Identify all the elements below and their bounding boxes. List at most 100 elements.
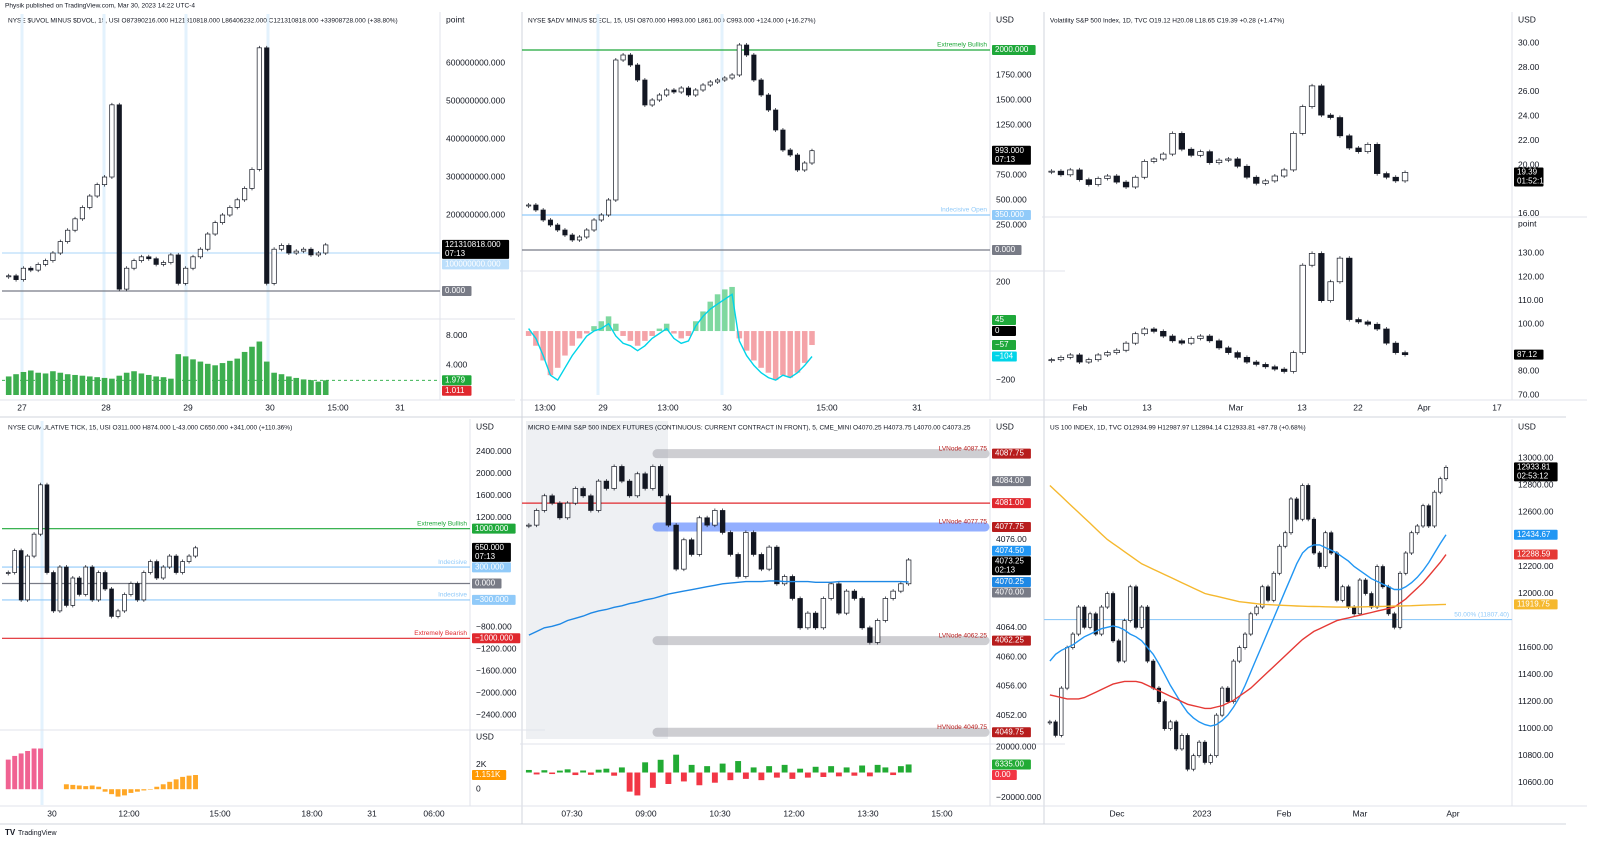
y-tick-label: 100.00 [1518, 319, 1544, 329]
x-tick-label: 07:30 [561, 808, 583, 818]
candle [308, 248, 314, 256]
candle [1215, 159, 1223, 163]
candle [148, 561, 153, 573]
candle [1336, 117, 1344, 137]
candle [1262, 364, 1269, 368]
candle [301, 248, 307, 252]
candle [1122, 342, 1130, 351]
candle [1253, 176, 1260, 184]
candle [1156, 687, 1162, 702]
histogram-bar [685, 331, 692, 336]
candle [1057, 170, 1065, 176]
candle [79, 207, 85, 220]
candle [1346, 135, 1353, 149]
candle [606, 199, 612, 216]
candle [323, 244, 329, 254]
price-tag-label: 4049.75 [995, 727, 1024, 736]
histogram-bar [700, 311, 706, 332]
candle [180, 561, 185, 573]
candle [1262, 180, 1269, 184]
candle [743, 532, 749, 577]
candle [212, 222, 218, 235]
indicator-line [1049, 484, 1447, 608]
candle [712, 510, 718, 526]
y-tick-label: −200 [996, 374, 1015, 384]
histogram-bar [859, 765, 866, 773]
histogram-bar [212, 365, 218, 395]
x-tick-label: 13 [1297, 402, 1307, 412]
candle [12, 550, 17, 573]
candle [1290, 133, 1297, 171]
candle [1336, 257, 1344, 283]
indicator-line [528, 293, 813, 382]
price-tag-label: 4084.00 [995, 476, 1024, 485]
y-tick-label: 8.000 [446, 330, 468, 340]
axis-unit: point [446, 14, 465, 24]
candle [1085, 179, 1092, 185]
candle [1355, 319, 1362, 323]
histogram-bar [102, 789, 108, 792]
histogram-bar [809, 331, 815, 346]
y-tick-label: 4052.00 [996, 710, 1027, 720]
candle [51, 572, 56, 612]
histogram-bar [576, 331, 583, 339]
candle [87, 195, 93, 208]
y-tick-label: 4060.00 [996, 651, 1027, 661]
price-tag [472, 562, 511, 573]
candle [620, 54, 626, 61]
candle [758, 79, 764, 96]
brand-logo: TV [5, 828, 16, 837]
candle [611, 466, 617, 489]
histogram-bar [765, 331, 772, 373]
chart-panel: MICRO E-MINI S&P 500 INDEX FUTURES (CONT… [520, 419, 1065, 818]
histogram-bar [256, 341, 263, 395]
histogram-bar [772, 331, 779, 381]
candle [867, 627, 873, 643]
x-tick-label: 2023 [1193, 808, 1212, 818]
x-tick-label: 10:30 [709, 808, 731, 818]
level-note: Indecisive [438, 592, 467, 599]
axis-unit: point [1518, 218, 1537, 228]
candle [13, 275, 19, 280]
candle [1288, 498, 1294, 534]
candle [1271, 572, 1276, 601]
axis-unit: USD [1518, 421, 1536, 431]
candle [1139, 606, 1144, 628]
candle [1197, 151, 1204, 156]
candle [765, 94, 771, 111]
publish-note: Physik published on TradingView.com, Mar… [5, 3, 195, 10]
candle [1162, 701, 1167, 730]
candle [649, 99, 655, 106]
candle [729, 74, 735, 79]
y-tick-label: 4.000 [446, 360, 468, 370]
candle [1375, 566, 1380, 608]
x-tick-label: 31 [912, 402, 922, 412]
histogram-bar [193, 775, 198, 790]
price-tag-label: 4070.25 [995, 577, 1024, 586]
candle [1206, 151, 1213, 163]
candle [1160, 153, 1167, 160]
y-tick-label: 4076.00 [996, 534, 1027, 544]
candle [1059, 687, 1064, 736]
histogram-bar [5, 759, 11, 790]
candle [874, 620, 881, 643]
candle [115, 610, 121, 617]
histogram-bar [649, 772, 656, 788]
histogram-bar [572, 772, 579, 776]
histogram-bar [278, 374, 285, 395]
histogram-bar [704, 766, 711, 773]
candle [1254, 606, 1259, 615]
price-tag-label: 4073.25 [995, 556, 1024, 565]
candle [736, 44, 742, 76]
candle [1426, 505, 1431, 527]
histogram-bar [820, 772, 827, 777]
candle [828, 583, 834, 599]
histogram-bar [38, 748, 43, 790]
x-tick-label: 12:00 [118, 808, 140, 818]
histogram-bar [874, 764, 881, 773]
candle [576, 236, 583, 241]
histogram-bar [554, 331, 561, 368]
price-tag-label: 1000.000 [475, 524, 509, 533]
level-note: Extremely Bullish [417, 520, 467, 527]
candle [882, 598, 889, 621]
